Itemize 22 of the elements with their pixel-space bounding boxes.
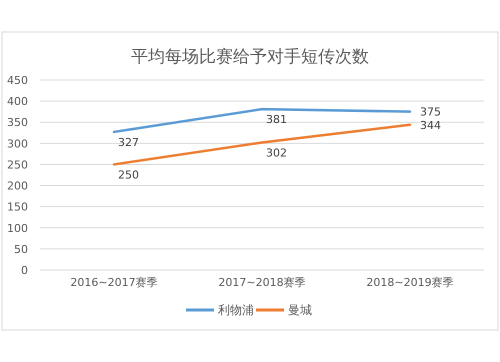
data-label: 375 [420,106,441,119]
y-tick-label: 450 [7,74,28,87]
data-label: 327 [118,136,139,149]
y-tick-label: 50 [14,242,28,256]
y-tick-label: 250 [7,158,28,172]
data-label: 344 [420,118,441,132]
data-label: 250 [118,168,139,182]
y-tick-label: 300 [7,137,28,150]
data-label: 381 [266,113,287,126]
x-tick-label: 2017~2018赛季 [218,276,306,289]
legend-label: 曼城 [288,303,312,317]
x-tick-label: 2018~2019赛季 [366,276,454,289]
y-tick-label: 350 [7,116,28,130]
y-tick-label: 150 [7,200,28,214]
y-tick-label: 400 [7,95,28,108]
legend-label: 利物浦 [218,303,254,317]
chart-title: 平均每场比赛给予对手短传次数 [131,47,369,67]
y-tick-label: 200 [7,180,28,193]
y-tick-label: 100 [7,222,28,235]
x-tick-label: 2016~2017赛季 [70,276,158,289]
y-tick-label: 0 [21,264,28,277]
data-label: 302 [266,146,287,160]
